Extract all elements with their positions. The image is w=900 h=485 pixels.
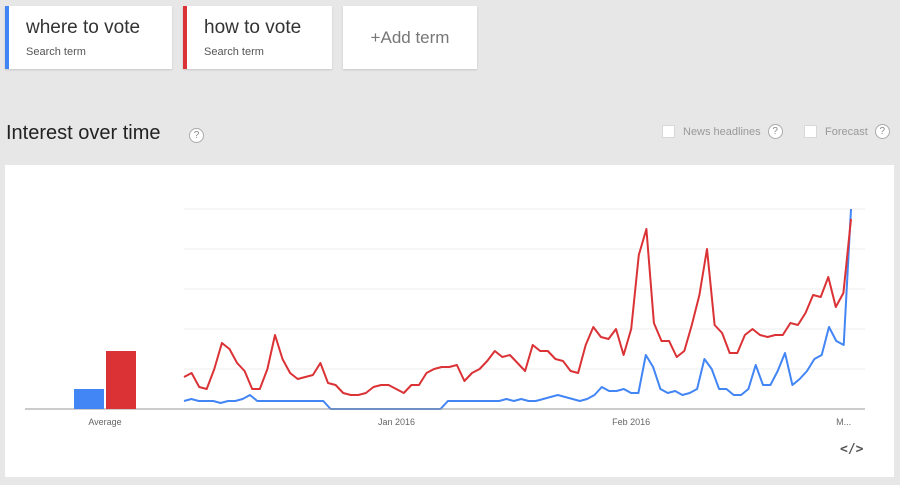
embed-code-icon[interactable]: </> [840, 442, 864, 457]
news-headlines-label: News headlines [683, 125, 761, 138]
help-icon[interactable]: ? [874, 124, 890, 139]
help-icon[interactable]: ? [189, 128, 204, 143]
forecast-checkbox[interactable] [804, 125, 817, 138]
section-title: Interest over time [6, 122, 161, 144]
average-bar-how-to-vote [106, 351, 136, 409]
news-headlines-option[interactable]: News headlines ? [662, 124, 783, 139]
add-term-button[interactable]: +Add term [343, 6, 477, 69]
news-headlines-checkbox[interactable] [662, 125, 675, 138]
chart-panel: Average Jan 2016 Feb 2016 M... </> [5, 165, 894, 477]
interest-over-time-chart: Average Jan 2016 Feb 2016 M... [25, 208, 865, 427]
series-color-bar [5, 6, 9, 69]
series-line-how-to-vote [183, 218, 852, 396]
search-term-sublabel: Search term [26, 46, 86, 58]
search-term-card-how-to-vote[interactable]: how to vote Search term [183, 6, 332, 69]
forecast-option[interactable]: Forecast ? [804, 124, 890, 139]
x-tick-label: Feb 2016 [612, 417, 650, 427]
average-bar-where-to-vote [74, 389, 104, 409]
help-icon[interactable]: ? [767, 124, 783, 139]
search-term-name: how to vote [204, 17, 302, 38]
search-term-sublabel: Search term [204, 46, 264, 58]
average-label: Average [88, 417, 121, 427]
series-color-bar [183, 6, 187, 69]
x-tick-label: Jan 2016 [378, 417, 415, 427]
search-term-name: where to vote [26, 17, 141, 38]
search-term-card-where-to-vote[interactable]: where to vote Search term [5, 6, 172, 69]
series-line-where-to-vote [183, 208, 852, 410]
forecast-label: Forecast [825, 125, 868, 138]
x-tick-label: M... [836, 417, 851, 427]
